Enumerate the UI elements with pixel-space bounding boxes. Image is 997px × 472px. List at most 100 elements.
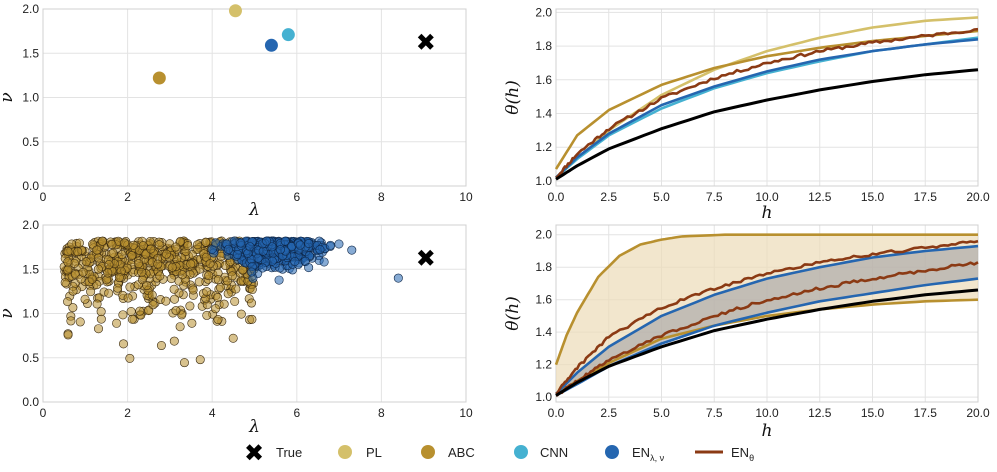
- axes-frame: [42, 224, 467, 403]
- en-sample-point: [211, 238, 221, 248]
- svg-text:ENθ: ENθ: [731, 445, 754, 463]
- abc-sample-point: [177, 270, 187, 280]
- abc-sample-point: [125, 282, 135, 292]
- y-tick-label: 1.5: [22, 46, 39, 60]
- abc-sample-point: [118, 339, 128, 349]
- abc-sample-point: [138, 241, 148, 251]
- abc-sample-point: [171, 306, 181, 316]
- abc-sample-point: [117, 250, 127, 260]
- x-tick-label: 2: [124, 406, 131, 420]
- y-tick-label: 2.0: [22, 218, 39, 232]
- abc-sample-point: [107, 239, 117, 249]
- abc-sample-point: [195, 355, 205, 365]
- axes-frame: [555, 8, 979, 187]
- abc-sample-point: [167, 262, 177, 272]
- x-tick-label: 2: [124, 190, 131, 204]
- en-sample-point: [253, 253, 263, 263]
- abc-sample-point: [171, 242, 181, 252]
- abc-sample-point: [215, 282, 225, 292]
- legend-label-abc: ABC: [448, 445, 475, 460]
- abc-sample-point: [113, 283, 123, 293]
- en-sample-point: [232, 249, 242, 259]
- en-sample-point: [347, 245, 357, 255]
- x-tick-label: 10.0: [755, 190, 779, 204]
- x-tick-label: 15.0: [861, 190, 885, 204]
- x-axis-label: h: [762, 421, 773, 441]
- abc-sample-point: [60, 278, 70, 288]
- true-point-marker: ✖: [416, 29, 436, 57]
- abc-sample-point: [169, 284, 179, 294]
- y-tick-label: 0.5: [22, 135, 39, 149]
- line-abc: [554, 29, 979, 170]
- y-tick-label: 0.0: [22, 179, 39, 193]
- y-tick-label: 2.0: [535, 228, 552, 242]
- abc-sample-point: [146, 244, 156, 254]
- abc-sample-point: [63, 257, 73, 267]
- x-tick-label: 0: [40, 190, 47, 204]
- y-tick-label: 1.6: [535, 293, 552, 307]
- line-en-theta: [555, 27, 979, 179]
- x-tick-label: 10: [459, 190, 473, 204]
- abc-sample-point: [123, 293, 133, 303]
- abc-sample-point: [63, 265, 73, 275]
- abc-sample-point: [213, 292, 223, 302]
- y-tick-label: 1.0: [22, 91, 39, 105]
- legend-label-pl: PL: [366, 445, 382, 460]
- legend-sub-en-lam-nu: λ, ν: [650, 453, 665, 463]
- x-tick-label: 4: [209, 190, 216, 204]
- abc-sample-point: [67, 239, 77, 249]
- en-sample-point: [290, 256, 300, 266]
- x-tick-label: 6: [293, 406, 300, 420]
- en-sample-point: [295, 240, 305, 250]
- abc-sample-point: [137, 267, 147, 277]
- point-cnn: [281, 28, 295, 42]
- abc-sample-point: [230, 296, 240, 306]
- point-abc: [152, 71, 166, 85]
- y-tick-label: 1.4: [535, 325, 552, 339]
- abc-sample-point: [228, 333, 238, 343]
- y-tick-label: 1.0: [535, 390, 552, 404]
- x-tick-label: 5.0: [653, 406, 670, 420]
- x-tick-label: 0.0: [548, 190, 565, 204]
- abc-sample-point: [104, 260, 114, 270]
- en-sample-point: [393, 273, 403, 283]
- en-sample-point: [280, 236, 290, 246]
- abc-sample-point: [97, 236, 107, 246]
- abc-sample-point: [179, 358, 189, 368]
- axes-frame: [42, 8, 467, 187]
- legend-item-en-lam-nu: ENλ, ν: [605, 445, 665, 463]
- abc-sample-point: [192, 240, 202, 250]
- abc-sample-point: [94, 253, 104, 263]
- abc-sample-point: [126, 307, 136, 317]
- abc-sample-point: [202, 287, 212, 297]
- x-tick-label: 15.0: [861, 406, 885, 420]
- point-en-lambda-nu: [264, 38, 278, 52]
- line-en-lambda-nu-upper: [555, 244, 979, 395]
- abc-sample-point: [247, 285, 257, 295]
- abc-sample-point: [236, 309, 246, 319]
- legend-item-abc: ABC: [421, 445, 475, 460]
- en-sample-point: [325, 240, 335, 250]
- abc-sample-point: [202, 310, 212, 320]
- abc-sample-point: [161, 296, 171, 306]
- abc-sample-point: [154, 240, 164, 250]
- line-abc-upper: [554, 233, 978, 366]
- en-sample-point: [274, 275, 284, 285]
- y-axis-label: ν: [0, 308, 17, 318]
- x-tick-label: 10.0: [755, 406, 779, 420]
- panel-bottom-left: 0 2 4 6 8 10 0.0 0.5 1.0 1.5 2.0 λ ν ✖: [0, 218, 473, 437]
- y-tick-label: 1.0: [535, 174, 552, 188]
- abc-sample-point: [127, 314, 137, 324]
- x-tick-label: 17.5: [914, 406, 938, 420]
- abc-sample-point: [78, 267, 88, 277]
- y-tick-label: 1.2: [535, 358, 552, 372]
- abc-sample-point: [86, 287, 96, 297]
- abc-sample-point: [104, 288, 114, 298]
- y-tick-label: 1.4: [535, 107, 552, 121]
- line-en-theta-upper: [555, 239, 979, 395]
- abc-sample-point: [92, 245, 102, 255]
- x-tick-label: 8: [378, 190, 385, 204]
- abc-sample-point: [186, 259, 196, 269]
- y-tick-label: 1.0: [22, 307, 39, 321]
- en-sample-point: [304, 263, 314, 273]
